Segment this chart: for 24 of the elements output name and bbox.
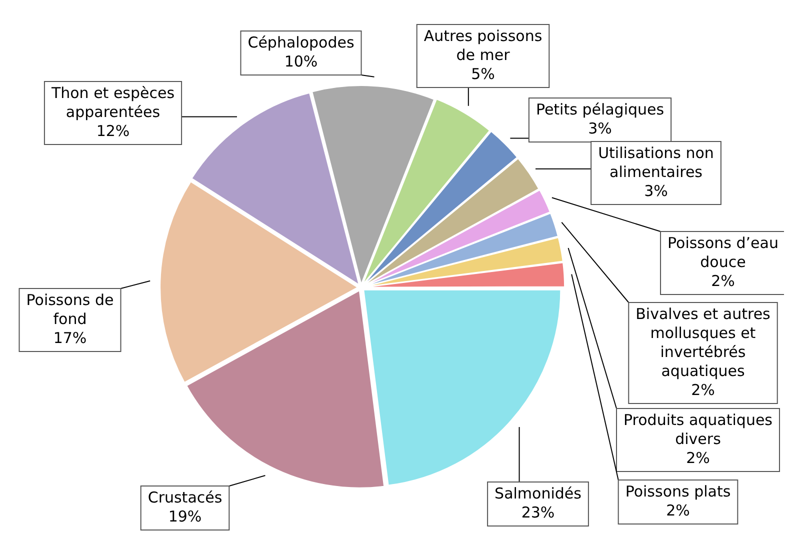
data-label: 19% bbox=[168, 507, 202, 526]
slice-label: Thon et espèces apparentées bbox=[50, 84, 175, 121]
slice-label: Poissons plats bbox=[625, 482, 731, 500]
slice-label: Bivalves et autres mollusques et invertébrés aquatiques bbox=[636, 304, 771, 380]
slice-label: Produits aquatiques divers bbox=[624, 410, 773, 448]
slice-label: Crustacés bbox=[148, 488, 222, 506]
slice-label: Poissons d’eau douce bbox=[668, 234, 778, 271]
slice-label: Petits pélagiques bbox=[536, 100, 664, 118]
data-label: 2% bbox=[686, 448, 710, 467]
data-label: 5% bbox=[471, 64, 495, 83]
slice-label: Poissons de fond bbox=[26, 290, 114, 328]
slice-label: Utilisations non alimentaires bbox=[598, 144, 714, 181]
data-label: 3% bbox=[588, 119, 612, 138]
data-label: 23% bbox=[521, 503, 555, 522]
data-label: 2% bbox=[711, 272, 735, 290]
data-label: 3% bbox=[644, 182, 668, 200]
data-label: 17% bbox=[53, 328, 87, 347]
slice-label: Salmonidés bbox=[494, 484, 582, 502]
data-label: 2% bbox=[666, 501, 690, 520]
data-label: 10% bbox=[284, 52, 318, 70]
data-label: 12% bbox=[96, 122, 130, 140]
slice-label: Autres poissons de mer bbox=[424, 26, 542, 64]
data-label: 2% bbox=[691, 380, 715, 399]
slice-label: Céphalopodes bbox=[248, 33, 354, 52]
